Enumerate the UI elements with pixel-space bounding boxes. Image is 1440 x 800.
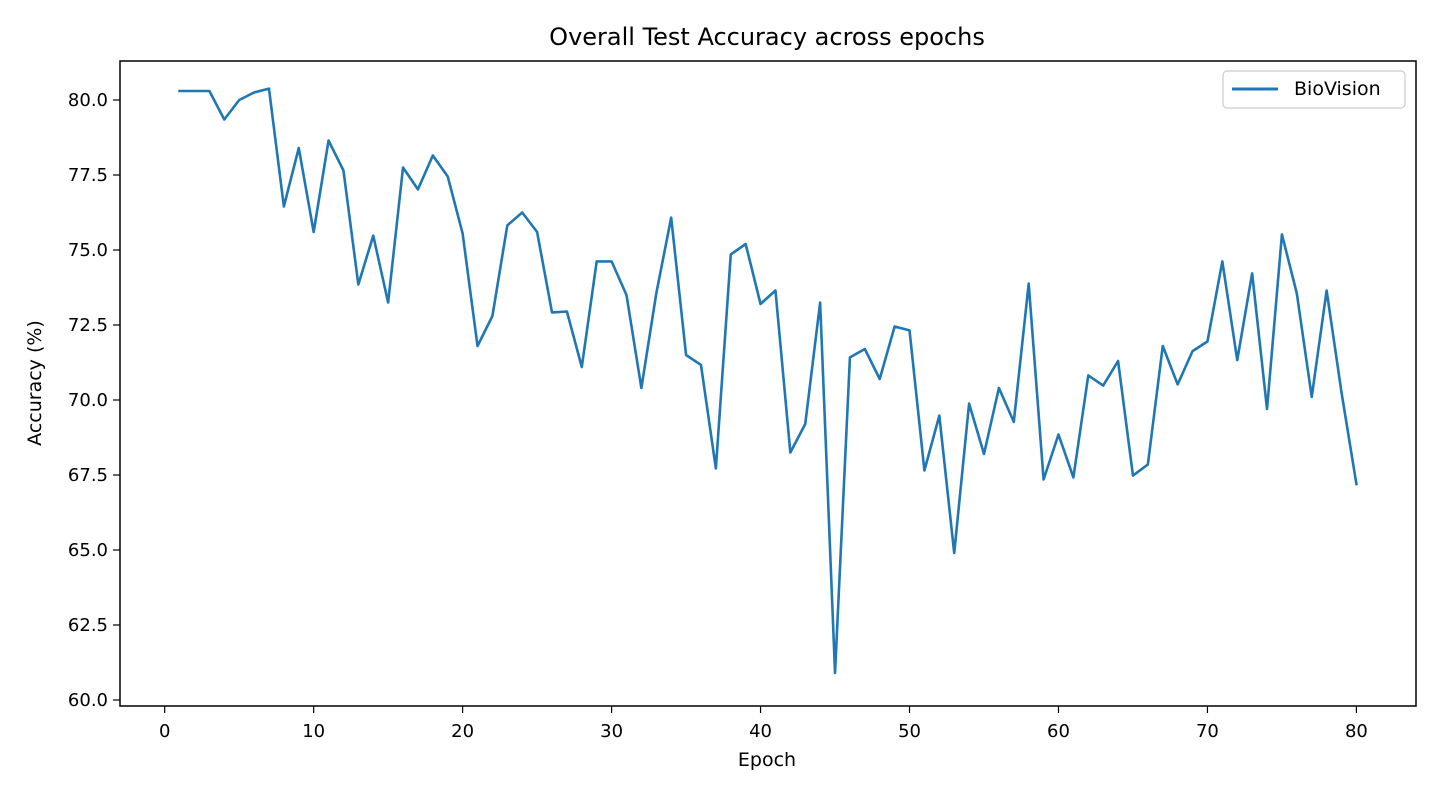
y-tick-label: 60.0: [68, 690, 108, 711]
x-tick-label: 80: [1345, 721, 1368, 742]
y-tick-label: 80.0: [68, 90, 108, 111]
x-tick-label: 20: [451, 721, 474, 742]
series-layer: [178, 87, 1358, 675]
y-tick-label: 67.5: [68, 465, 108, 486]
chart-title: Overall Test Accuracy across epochs: [549, 23, 985, 51]
legend: BioVision: [1222, 70, 1406, 109]
x-tick-label: 60: [1047, 721, 1070, 742]
x-tick-label: 10: [302, 721, 325, 742]
y-tick-label: 65.0: [68, 540, 108, 561]
series-line-biovision: [178, 87, 1358, 675]
x-tick-label: 0: [159, 721, 170, 742]
axes-frame: [119, 60, 1417, 707]
x-tick-label: 30: [600, 721, 623, 742]
y-tick-label: 75.0: [68, 240, 108, 261]
legend-label-biovision: BioVision: [1294, 78, 1381, 100]
y-tick-label: 72.5: [68, 315, 108, 336]
y-tick-label: 77.5: [68, 165, 108, 186]
x-axis: 0 10 20 30 40 50 60 70 80: [159, 706, 1368, 742]
plot-area: 0 10 20 30 40 50 60 70 80 60.0 62.5 65.0 67.5 70.0 72…: [68, 60, 1417, 742]
x-tick-label: 70: [1196, 721, 1219, 742]
y-tick-label: 62.5: [68, 615, 108, 636]
y-axis: 60.0 62.5 65.0 67.5 70.0 72.5 75.0 77.5 80.0: [68, 90, 120, 711]
x-tick-label: 50: [898, 721, 921, 742]
x-tick-label: 40: [749, 721, 772, 742]
legend-box: [1222, 70, 1406, 109]
y-axis-label: Accuracy (%): [24, 320, 46, 446]
x-axis-label: Epoch: [738, 749, 796, 771]
y-tick-label: 70.0: [68, 390, 108, 411]
